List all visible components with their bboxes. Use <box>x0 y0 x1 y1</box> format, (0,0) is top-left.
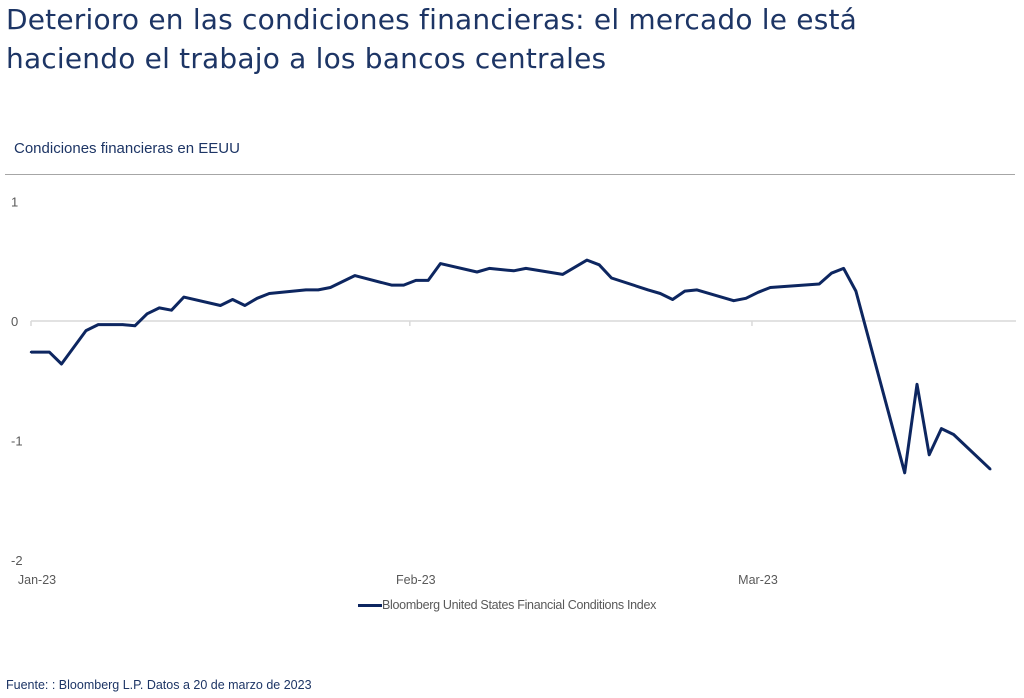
data-point <box>952 433 955 436</box>
data-point <box>903 471 906 474</box>
y-tick-label: -1 <box>11 434 23 449</box>
data-point <box>60 362 63 366</box>
x-axis: Jan-23 Feb-23 Mar-23 <box>18 321 778 587</box>
data-point <box>475 270 479 274</box>
y-axis: 1 0 -1 -2 <box>11 195 23 569</box>
legend-label: Bloomberg United States Financial Condit… <box>382 598 657 612</box>
data-point <box>683 289 686 293</box>
data-point <box>695 288 699 292</box>
data-point <box>402 283 405 287</box>
data-point <box>97 323 100 326</box>
data-point <box>769 286 772 289</box>
y-tick-label: 1 <box>11 195 18 210</box>
data-point <box>427 279 430 282</box>
data-point <box>439 262 442 265</box>
data-point <box>488 267 491 270</box>
x-tick-label: Jan-23 <box>18 573 56 587</box>
data-point <box>818 282 821 286</box>
x-tick-label: Feb-23 <box>396 573 436 587</box>
data-point <box>940 427 943 430</box>
page-title: Deterioro en las condiciones financieras… <box>6 0 1016 78</box>
data-point <box>732 299 735 302</box>
data-point <box>353 274 356 277</box>
data-point <box>268 292 271 295</box>
data-point <box>84 329 88 332</box>
data-point <box>121 323 124 326</box>
x-tick-label: Mar-23 <box>738 573 778 587</box>
data-point <box>109 323 112 326</box>
data-point <box>854 289 858 293</box>
series-line <box>31 258 992 475</box>
data-point <box>390 283 393 287</box>
data-point <box>304 288 308 292</box>
data-point <box>610 276 613 280</box>
data-point <box>219 304 222 307</box>
data-point <box>671 298 674 301</box>
title-line-1: Deterioro en las condiciones financieras… <box>6 3 858 36</box>
data-point <box>585 258 589 262</box>
legend: Bloomberg United States Financial Condit… <box>358 598 656 612</box>
data-point <box>830 272 833 275</box>
chart-subtitle: Condiciones financieras en EEUU <box>14 140 240 157</box>
data-point <box>29 350 33 354</box>
data-point <box>182 295 185 299</box>
header-divider <box>5 174 1015 175</box>
data-point <box>170 309 173 312</box>
data-point <box>48 350 51 354</box>
legend-swatch <box>358 603 382 607</box>
data-point <box>646 288 650 292</box>
data-point <box>524 267 528 270</box>
data-point <box>842 267 845 270</box>
data-point <box>915 383 919 386</box>
data-point <box>133 324 137 327</box>
data-point <box>158 306 161 310</box>
data-point <box>598 263 601 266</box>
data-point <box>928 453 931 456</box>
data-point <box>414 279 418 282</box>
title-line-2: haciendo el trabajo a los bancos central… <box>6 42 607 75</box>
data-point <box>512 269 515 272</box>
series-group <box>29 258 992 475</box>
y-tick-label: 0 <box>11 314 18 329</box>
source-note: Fuente: : Bloomberg L.P. Datos a 20 de m… <box>6 678 312 692</box>
data-point <box>561 273 564 276</box>
y-tick-label: -2 <box>11 553 23 568</box>
data-point <box>317 288 320 292</box>
data-point <box>329 286 332 289</box>
data-point <box>243 304 247 307</box>
data-point <box>255 297 259 300</box>
data-point <box>145 312 149 315</box>
data-point <box>231 298 234 301</box>
data-point <box>989 468 992 471</box>
data-point <box>744 297 748 300</box>
data-point <box>659 292 662 295</box>
data-point <box>756 291 760 294</box>
